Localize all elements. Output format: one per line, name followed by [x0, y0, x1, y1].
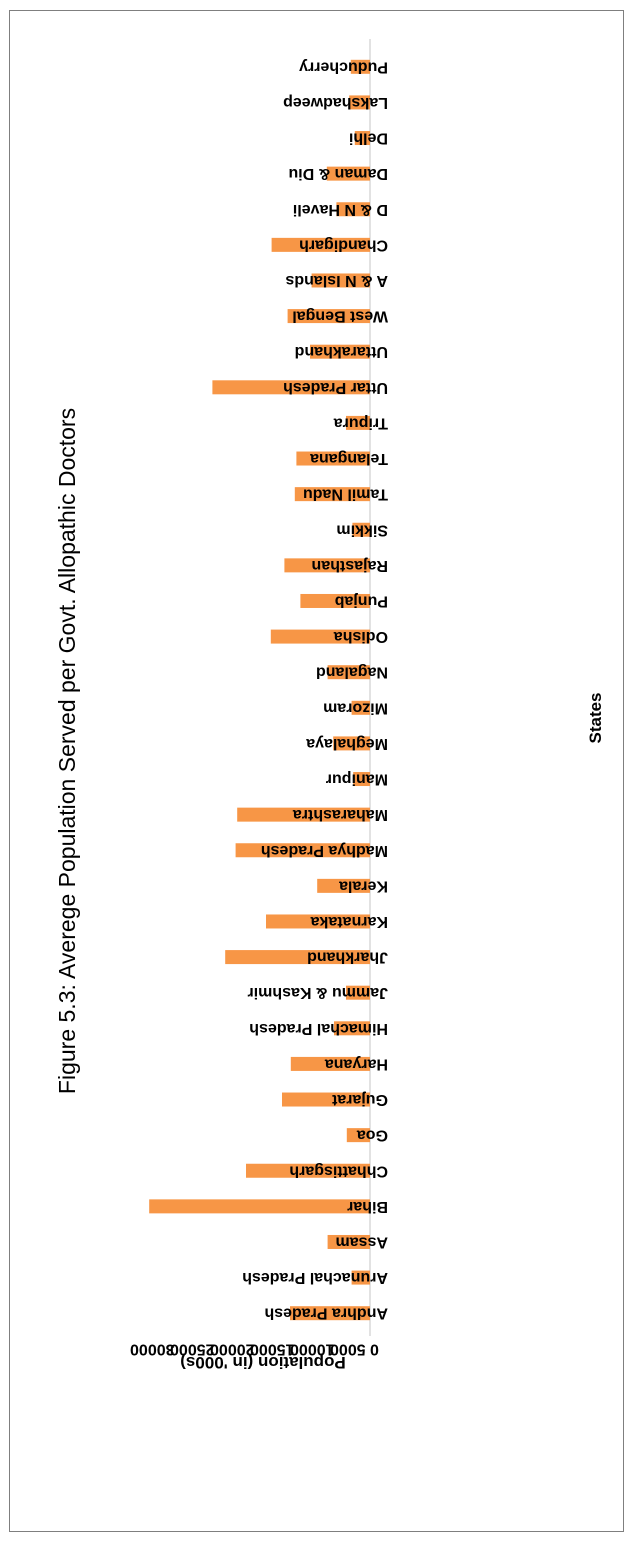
category-label-puducherry: Puducherry [299, 58, 388, 75]
bar-manipur [353, 772, 370, 787]
tick-label-0: 0 [370, 1341, 379, 1358]
bar-arunachal-pradesh [351, 1270, 370, 1285]
bar-punjab [300, 593, 370, 608]
tick-label-10000: 10000 [290, 1341, 335, 1358]
category-label-manipur: Manipur [326, 771, 388, 788]
category-label-haryana: Haryana [325, 1055, 388, 1072]
category-label-assam: Assam [336, 1233, 388, 1250]
bar-gujarat [282, 1092, 370, 1107]
category-label-a-and-n-islands: A & N Islands [285, 272, 388, 289]
category-label-arunachal-pradesh: Arunachal Pradesh [242, 1269, 388, 1286]
category-label-daman-and-diu: Daman & Diu [288, 165, 388, 182]
tick-label-20000: 20000 [210, 1341, 255, 1358]
bar-a-and-n-islands [311, 273, 370, 288]
category-label-west-bengal: West Bengal [292, 308, 388, 325]
category-label-sikkim: Sikkim [336, 521, 388, 538]
bar-jharkhand [225, 950, 370, 965]
bar-tripura [346, 415, 370, 430]
bar-andhra-pradesh [290, 1306, 370, 1321]
category-label-lakshadweep: Lakshadweep [283, 94, 388, 111]
category-label-jharkhand: Jharkhand [307, 949, 388, 966]
category-label-uttar-pradesh: Uttar Pradesh [283, 379, 388, 396]
bar-jammu-and-kashmir [346, 985, 370, 1000]
chart-title: Figure 5.3: Averege Population Served pe… [54, 408, 80, 1094]
tick-label-25000: 25000 [170, 1341, 215, 1358]
category-label-karnataka: Karnataka [311, 913, 388, 930]
category-label-chandigarh: Chandigarh [299, 236, 388, 253]
bar-goa [346, 1128, 370, 1143]
category-label-madhya-pradesh: Madhya Pradesh [261, 842, 388, 859]
category-label-punjab: Punjab [334, 592, 388, 609]
bar-tamil-nadu [294, 487, 370, 502]
category-label-maharashtra: Maharashtra [293, 806, 388, 823]
bar-west-bengal [287, 309, 370, 324]
bar-puducherry [350, 59, 370, 74]
category-label-rajasthan: Rajasthan [312, 557, 388, 574]
bar-meghalaya [333, 736, 370, 751]
bar-chhattisgarh [246, 1163, 370, 1178]
bar-assam [327, 1234, 370, 1249]
category-label-jammu-and-kashmir: Jammu & Kashmir [248, 984, 389, 1001]
tick-label-15000: 15000 [250, 1341, 295, 1358]
category-label-d-and-n-haveli: D & N Haveli [293, 201, 388, 218]
bar-karnataka [266, 914, 370, 929]
category-label-gujarat: Gujarat [331, 1091, 388, 1108]
bar-rajasthan [284, 558, 370, 573]
bars [149, 59, 370, 1321]
category-labels: Andhra Pradesh Arunachal Pradesh Assam Biha… [242, 58, 388, 1321]
bar-d-and-n-haveli [336, 202, 370, 217]
chart-svg: Figure 5.3: Averege Population Served pe… [54, 39, 605, 1372]
bar-daman-and-diu [326, 166, 370, 181]
tick-label-30000: 30000 [130, 1341, 175, 1358]
category-label-meghalaya: Meghalaya [306, 735, 388, 752]
bar-delhi [354, 131, 370, 146]
bar-sikkim [352, 522, 370, 537]
category-label-nagaland: Nagaland [316, 664, 388, 681]
bar-maharashtra [237, 807, 370, 822]
category-label-himachal-pradesh: Himachal Pradesh [249, 1020, 388, 1037]
category-label-chhattisgarh: Chhattisgarh [289, 1162, 388, 1179]
category-label-andhra-pradesh: Andhra Pradesh [264, 1305, 388, 1322]
bar-mizoram [351, 700, 370, 715]
bar-chandigarh [271, 237, 370, 252]
x-axis-title: States [586, 692, 605, 743]
bar-bihar [149, 1199, 370, 1214]
bar-kerala [317, 878, 370, 893]
category-label-telangana: Telangana [310, 450, 388, 467]
category-label-odisha: Odisha [334, 628, 388, 645]
chart-frame: Figure 5.3: Averege Population Served pe… [9, 10, 624, 1532]
bar-madhya-pradesh [235, 843, 370, 858]
bar-uttar-pradesh [212, 380, 370, 395]
category-label-bihar: Bihar [347, 1198, 388, 1215]
category-label-kerala: Kerala [339, 877, 388, 894]
bar-himachal-pradesh [334, 1021, 370, 1036]
category-label-mizoram: Mizoram [323, 699, 388, 716]
category-label-uttarakhand: Uttarakhand [295, 343, 388, 360]
bar-telangana [296, 451, 370, 466]
bar-uttarakhand [310, 344, 370, 359]
category-label-tamil-nadu: Tamil Nadu [303, 486, 388, 503]
bar-nagaland [327, 665, 370, 680]
bar-haryana [290, 1056, 370, 1071]
category-label-goa: Goa [357, 1127, 388, 1144]
category-label-delhi: Delhi [349, 130, 388, 147]
tick-label-5000: 5000 [330, 1341, 366, 1358]
bar-lakshadweep [349, 95, 370, 110]
bar-odisha [270, 629, 370, 644]
y-axis-title: Population (in '000s) [180, 1353, 346, 1372]
category-label-tripura: Tripura [334, 414, 388, 431]
